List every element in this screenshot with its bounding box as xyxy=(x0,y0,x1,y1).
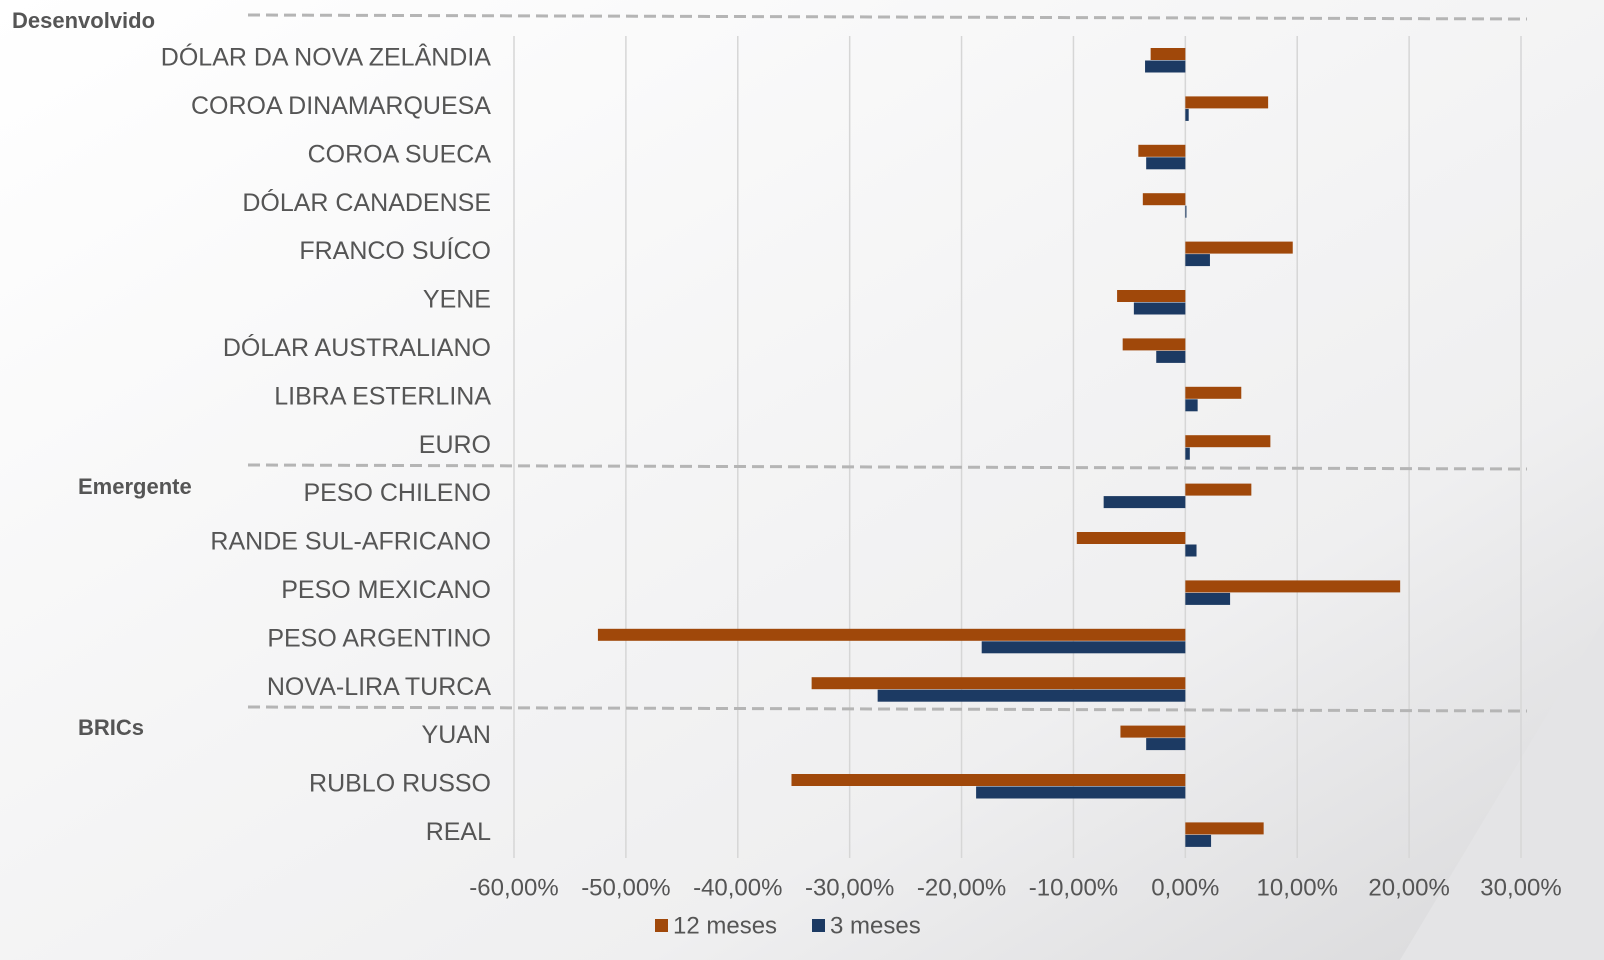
x-tick-label: 30,00% xyxy=(1480,874,1561,901)
bar xyxy=(1185,822,1264,835)
legend-label: 12 meses xyxy=(673,912,777,939)
bar xyxy=(1185,447,1190,460)
decoration xyxy=(1400,620,1604,960)
bar xyxy=(1185,483,1252,496)
x-tick-label: 0,00% xyxy=(1151,874,1219,901)
y-tick-label: DÓLAR DA NOVA ZELÂNDIA xyxy=(161,43,492,72)
legend-swatch xyxy=(655,919,668,932)
bar xyxy=(1122,338,1186,351)
bar xyxy=(1185,241,1293,254)
bar xyxy=(1185,399,1198,412)
bar xyxy=(1103,496,1186,509)
x-tick-label: -10,00% xyxy=(1029,874,1118,901)
x-tick-label: -60,00% xyxy=(469,874,558,901)
bar xyxy=(1185,386,1242,399)
x-tick-label: -30,00% xyxy=(805,874,894,901)
y-tick-label: PESO MEXICANO xyxy=(281,576,491,604)
bar xyxy=(1120,725,1186,738)
bar xyxy=(1185,834,1212,847)
bar xyxy=(1185,205,1187,218)
bar xyxy=(1185,544,1197,557)
y-tick-label: RANDE SUL-AFRICANO xyxy=(210,528,491,556)
y-tick-label: LIBRA ESTERLINA xyxy=(274,382,491,410)
bar xyxy=(791,774,1186,786)
y-tick-label: EURO xyxy=(419,431,491,459)
y-tick-label: REAL xyxy=(426,818,491,846)
bar xyxy=(1145,60,1186,73)
group-separator xyxy=(247,13,1528,21)
bar xyxy=(976,786,1186,799)
bar xyxy=(1142,193,1186,206)
bar xyxy=(1146,157,1186,170)
legend-swatch xyxy=(812,919,825,932)
x-tick-label: -20,00% xyxy=(917,874,1006,901)
bar xyxy=(1185,580,1401,593)
bar xyxy=(1133,302,1186,315)
x-tick-label: -40,00% xyxy=(693,874,782,901)
bar xyxy=(1185,435,1271,448)
bar xyxy=(981,641,1186,654)
bar xyxy=(1146,738,1186,751)
y-tick-label: RUBLO RUSSO xyxy=(309,770,491,798)
group-label: Desenvolvido xyxy=(12,8,155,33)
group-label: Emergente xyxy=(78,474,192,499)
bar xyxy=(877,689,1186,702)
bar xyxy=(1138,144,1186,157)
y-tick-label: PESO ARGENTINO xyxy=(267,624,491,652)
legend-label: 3 meses xyxy=(830,912,921,939)
y-tick-label: PESO CHILENO xyxy=(303,479,491,507)
bar xyxy=(811,677,1186,690)
y-tick-label: FRANCO SUÍCO xyxy=(299,236,491,265)
bar xyxy=(1156,350,1186,363)
x-tick-label: -50,00% xyxy=(581,874,670,901)
y-tick-label: YENE xyxy=(423,286,491,314)
bar xyxy=(1076,532,1186,544)
bar xyxy=(1185,108,1189,121)
y-tick-label: DÓLAR AUSTRALIANO xyxy=(223,333,491,362)
group-label: BRICs xyxy=(78,715,144,740)
y-tick-label: COROA SUECA xyxy=(308,140,492,168)
y-tick-label: YUAN xyxy=(422,721,491,749)
bar xyxy=(1185,96,1269,109)
y-tick-label: COROA DINAMARQUESA xyxy=(191,92,491,120)
y-tick-label: NOVA-LIRA TURCA xyxy=(267,673,491,701)
y-tick-label: DÓLAR CANADENSE xyxy=(242,188,491,217)
group-separator xyxy=(247,463,1528,471)
group-separator xyxy=(247,705,1528,713)
bar xyxy=(1150,48,1186,60)
x-tick-label: 20,00% xyxy=(1368,874,1449,901)
bar xyxy=(597,628,1186,641)
bar xyxy=(1185,592,1231,605)
bar xyxy=(1185,254,1210,267)
bar xyxy=(1117,290,1186,302)
x-tick-label: 10,00% xyxy=(1257,874,1338,901)
